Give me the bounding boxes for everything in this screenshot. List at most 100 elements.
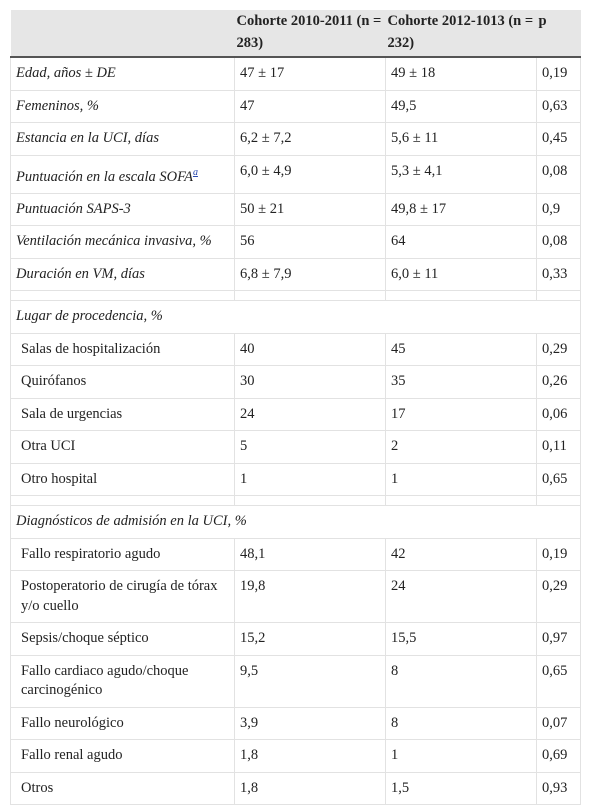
spacer-cell — [385, 495, 537, 507]
row-label: Femeninos, % — [10, 89, 235, 123]
cell: 40 — [234, 332, 386, 367]
header-cell: Cohorte 2010-2011 (n = 283) — [234, 10, 386, 58]
data-row: Fallo cardiaco agudo/choque carcinogénic… — [10, 654, 581, 708]
table-body: Edad, años ± DE 47 ± 17 49 ± 18 0,19 Femenin… — [10, 56, 581, 805]
row-label: Estancia en la UCI, días — [10, 122, 235, 156]
spacer-cell — [536, 290, 581, 302]
cell: 0,69 — [536, 739, 581, 773]
cell: 15,5 — [385, 622, 537, 656]
cell: 0,26 — [536, 365, 581, 399]
row-label: Edad, años ± DE — [10, 56, 235, 91]
data-row: Puntuación SAPS-3 50 ± 21 49,8 ± 17 0,9 — [10, 192, 581, 227]
cell: 6,0 ± 11 — [385, 257, 537, 292]
cell: 19,8 — [234, 570, 386, 624]
cell: 0,08 — [536, 225, 581, 259]
row-label: Sepsis/choque séptico — [10, 622, 235, 656]
footnote-ref: a — [193, 164, 198, 178]
header-cell: p — [536, 10, 581, 58]
cell: 24 — [385, 570, 537, 624]
row-label: Ventilación mecánica invasiva, % — [10, 225, 235, 259]
spacer-row — [10, 290, 581, 302]
spacer-cell — [536, 495, 581, 507]
row-label: Otros — [10, 771, 235, 805]
data-row: Otra UCI 5 2 0,11 — [10, 430, 581, 464]
cell: 5,6 ± 11 — [385, 122, 537, 156]
cell: 0,19 — [536, 537, 581, 572]
cell: 49 ± 18 — [385, 56, 537, 91]
cell: 45 — [385, 332, 537, 367]
cell: 1 — [234, 462, 386, 497]
header-cell: Cohorte 2012-1013 (n = 232) — [385, 10, 537, 58]
cell: 1,8 — [234, 739, 386, 773]
cell: 64 — [385, 225, 537, 259]
section-title: Diagnósticos de admisión en la UCI, % — [10, 505, 581, 539]
cell: 1,8 — [234, 771, 386, 805]
data-row: Puntuación en la escala SOFAa 6,0 ± 4,9 5,… — [10, 154, 581, 194]
data-row: Sepsis/choque séptico 15,2 15,5 0,97 — [10, 622, 581, 656]
data-table: Cohorte 2010-2011 (n = 283) Cohorte 2012-… — [10, 10, 581, 805]
cell: 6,2 ± 7,2 — [234, 122, 386, 156]
cell: 8 — [385, 706, 537, 741]
section-title: Lugar de procedencia, % — [10, 300, 581, 334]
row-label: Fallo renal agudo — [10, 739, 235, 773]
cell: 15,2 — [234, 622, 386, 656]
footnote-link[interactable]: a — [192, 166, 198, 178]
cell: 50 ± 21 — [234, 192, 386, 227]
cell: 1 — [385, 462, 537, 497]
cell: 0,65 — [536, 462, 581, 497]
data-row: Fallo renal agudo 1,8 1 0,69 — [10, 739, 581, 773]
cell: 24 — [234, 397, 386, 432]
section-row: Lugar de procedencia, % — [10, 300, 581, 334]
row-label: Puntuación en la escala SOFAa — [10, 154, 235, 194]
cell: 0,29 — [536, 332, 581, 367]
cell: 0,9 — [536, 192, 581, 227]
data-row: Postoperatorio de cirugía de tórax y/o c… — [10, 570, 581, 624]
cell: 5,3 ± 4,1 — [385, 154, 537, 194]
row-label: Fallo neurológico — [10, 706, 235, 741]
cell: 30 — [234, 365, 386, 399]
cell: 3,9 — [234, 706, 386, 741]
cell: 1,5 — [385, 771, 537, 805]
cell: 47 — [234, 89, 386, 123]
cell: 0,33 — [536, 257, 581, 292]
data-row: Femeninos, % 47 49,5 0,63 — [10, 89, 581, 123]
cell: 56 — [234, 225, 386, 259]
data-row: Salas de hospitalización 40 45 0,29 — [10, 332, 581, 367]
data-row: Fallo neurológico 3,9 8 0,07 — [10, 706, 581, 741]
cell: 42 — [385, 537, 537, 572]
cell: 6,8 ± 7,9 — [234, 257, 386, 292]
data-row: Otro hospital 1 1 0,65 — [10, 462, 581, 497]
cell: 0,29 — [536, 570, 581, 624]
cell: 8 — [385, 654, 537, 708]
row-label: Puntuación SAPS-3 — [10, 192, 235, 227]
cell: 49,8 ± 17 — [385, 192, 537, 227]
cell: 0,45 — [536, 122, 581, 156]
spacer-cell — [234, 495, 386, 507]
spacer-cell — [10, 495, 235, 507]
spacer-cell — [10, 290, 235, 302]
cell: 0,93 — [536, 771, 581, 805]
cell: 35 — [385, 365, 537, 399]
cell: 0,65 — [536, 654, 581, 708]
spacer-cell — [234, 290, 386, 302]
row-label: Otro hospital — [10, 462, 235, 497]
data-row: Fallo respiratorio agudo 48,1 42 0,19 — [10, 537, 581, 572]
cell: 9,5 — [234, 654, 386, 708]
cell: 5 — [234, 430, 386, 464]
row-label: Fallo cardiaco agudo/choque carcinogénic… — [10, 654, 235, 708]
row-label: Salas de hospitalización — [10, 332, 235, 367]
row-label: Duración en VM, días — [10, 257, 235, 292]
row-label: Quirófanos — [10, 365, 235, 399]
cell: 0,07 — [536, 706, 581, 741]
header-row: Cohorte 2010-2011 (n = 283) Cohorte 2012-… — [10, 10, 581, 58]
cell: 2 — [385, 430, 537, 464]
cell: 48,1 — [234, 537, 386, 572]
cell: 6,0 ± 4,9 — [234, 154, 386, 194]
cell: 49,5 — [385, 89, 537, 123]
cell: 0,06 — [536, 397, 581, 432]
cell: 0,63 — [536, 89, 581, 123]
row-label: Sala de urgencias — [10, 397, 235, 432]
data-row: Quirófanos 30 35 0,26 — [10, 365, 581, 399]
cell: 0,11 — [536, 430, 581, 464]
cell: 47 ± 17 — [234, 56, 386, 91]
